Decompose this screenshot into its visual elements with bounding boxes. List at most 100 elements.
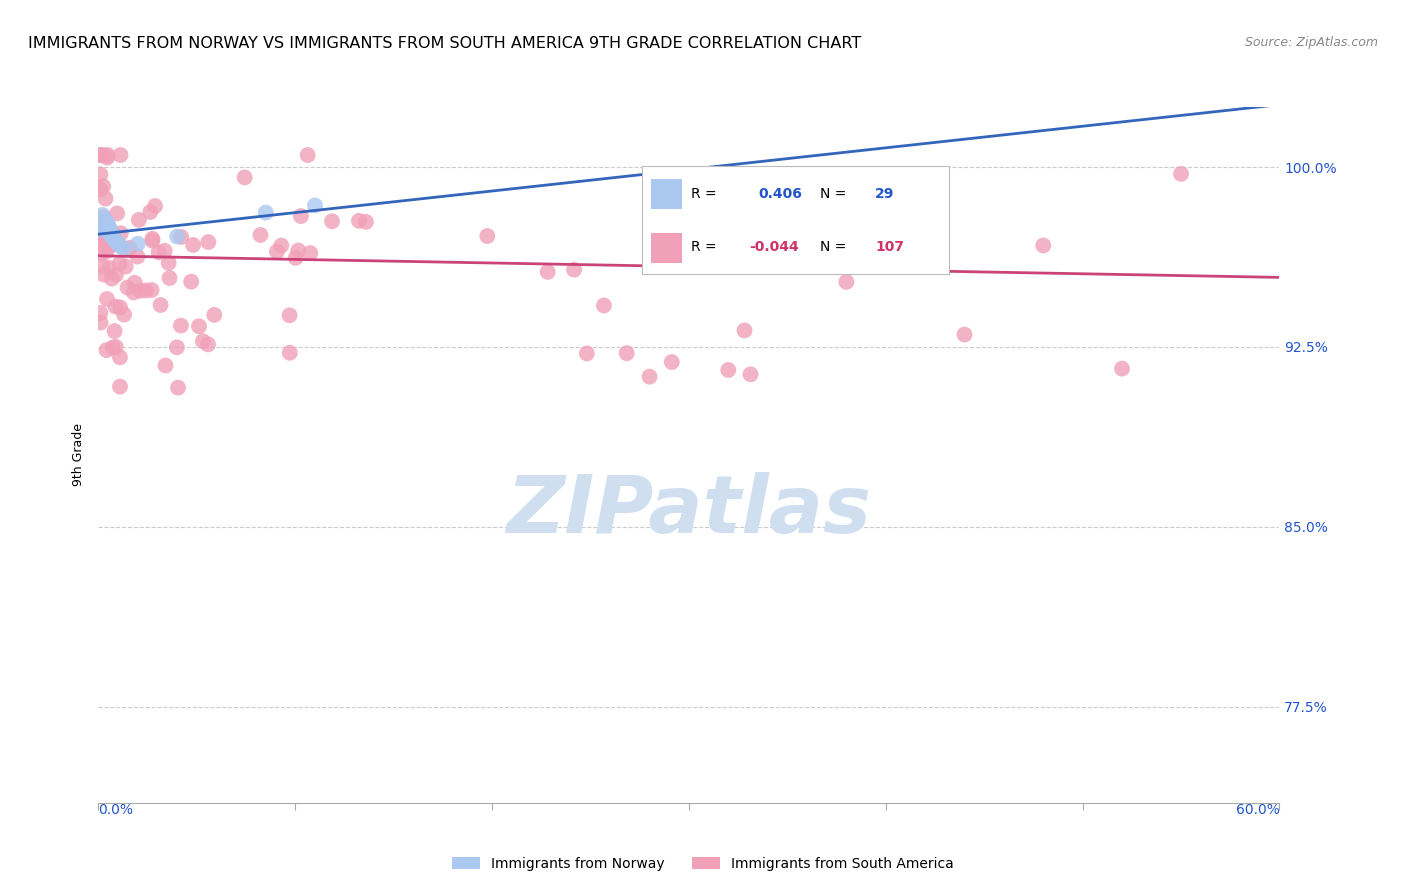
Point bbox=[108, 257, 131, 271]
Point bbox=[170, 318, 193, 333]
Point bbox=[114, 260, 136, 274]
Point bbox=[149, 298, 172, 312]
Point bbox=[89, 168, 111, 182]
Point bbox=[89, 306, 111, 320]
Point bbox=[97, 219, 120, 234]
Point bbox=[157, 256, 180, 270]
Text: 60.0%: 60.0% bbox=[1236, 803, 1279, 817]
Point bbox=[108, 351, 131, 365]
Point bbox=[202, 308, 225, 322]
Point bbox=[97, 148, 120, 162]
Point bbox=[91, 148, 114, 162]
Point bbox=[166, 340, 188, 354]
Point bbox=[105, 235, 128, 249]
Point bbox=[181, 238, 204, 252]
Point bbox=[91, 208, 114, 222]
Point bbox=[808, 250, 831, 264]
Point bbox=[96, 343, 118, 357]
Bar bbox=[651, 179, 682, 210]
Point bbox=[290, 209, 312, 223]
Text: N =: N = bbox=[820, 186, 846, 201]
Point bbox=[96, 244, 118, 259]
Point bbox=[249, 227, 271, 242]
Point bbox=[107, 236, 129, 251]
Point bbox=[96, 215, 118, 229]
Point bbox=[93, 210, 115, 224]
Point bbox=[97, 218, 120, 232]
Point bbox=[91, 220, 114, 235]
Point bbox=[101, 227, 124, 242]
Point bbox=[740, 368, 762, 382]
Point bbox=[278, 345, 301, 359]
Point bbox=[89, 227, 111, 241]
Point bbox=[180, 275, 202, 289]
Point bbox=[89, 183, 111, 197]
Point bbox=[953, 327, 976, 342]
Point bbox=[108, 239, 131, 253]
Point bbox=[129, 284, 152, 298]
Point bbox=[117, 280, 139, 294]
Point bbox=[191, 334, 214, 349]
Point bbox=[835, 275, 858, 289]
Point bbox=[104, 300, 127, 314]
Legend: Immigrants from Norway, Immigrants from South America: Immigrants from Norway, Immigrants from … bbox=[447, 851, 959, 876]
Point bbox=[270, 238, 292, 252]
Point bbox=[108, 379, 131, 393]
Point bbox=[122, 285, 145, 300]
Text: R =: R = bbox=[690, 240, 717, 254]
Point bbox=[562, 262, 585, 277]
Point bbox=[93, 218, 115, 232]
Y-axis label: 9th Grade: 9th Grade bbox=[72, 424, 86, 486]
Point bbox=[477, 229, 499, 244]
Point bbox=[266, 244, 288, 259]
Point bbox=[287, 244, 309, 258]
Point bbox=[96, 218, 118, 232]
Point bbox=[1032, 238, 1054, 252]
Point bbox=[96, 151, 118, 165]
Point bbox=[91, 238, 114, 252]
Point bbox=[96, 215, 118, 229]
Point bbox=[1170, 167, 1192, 181]
Point bbox=[135, 284, 157, 298]
Bar bbox=[651, 233, 682, 263]
Text: N =: N = bbox=[820, 240, 846, 254]
Point bbox=[304, 198, 326, 212]
Point bbox=[98, 222, 121, 236]
Point bbox=[91, 259, 114, 273]
Point bbox=[110, 227, 132, 241]
Point bbox=[93, 212, 115, 227]
Point bbox=[197, 337, 219, 351]
Point bbox=[354, 215, 377, 229]
Point bbox=[638, 369, 661, 384]
Text: R =: R = bbox=[690, 186, 717, 201]
Text: Source: ZipAtlas.com: Source: ZipAtlas.com bbox=[1244, 36, 1378, 49]
Point bbox=[112, 242, 135, 256]
Point bbox=[112, 308, 135, 322]
Point bbox=[297, 148, 319, 162]
Point bbox=[616, 346, 638, 360]
Point bbox=[96, 219, 118, 234]
Point bbox=[103, 324, 125, 338]
Point bbox=[347, 214, 370, 228]
Point bbox=[93, 219, 115, 234]
Point bbox=[278, 308, 301, 322]
Point bbox=[104, 268, 127, 282]
Point bbox=[127, 236, 149, 251]
Point bbox=[661, 355, 683, 369]
Point bbox=[143, 199, 166, 213]
Point bbox=[98, 239, 121, 253]
Point bbox=[128, 212, 150, 227]
Point bbox=[93, 268, 115, 282]
Point bbox=[575, 346, 598, 360]
Point bbox=[159, 271, 181, 285]
Point bbox=[299, 246, 322, 260]
Point bbox=[141, 234, 163, 248]
Point bbox=[91, 212, 114, 227]
Point bbox=[90, 316, 112, 330]
Point bbox=[167, 381, 190, 395]
Point bbox=[91, 227, 114, 241]
Point bbox=[593, 298, 616, 312]
Point bbox=[101, 229, 124, 244]
Point bbox=[141, 283, 163, 297]
Point bbox=[148, 245, 170, 260]
